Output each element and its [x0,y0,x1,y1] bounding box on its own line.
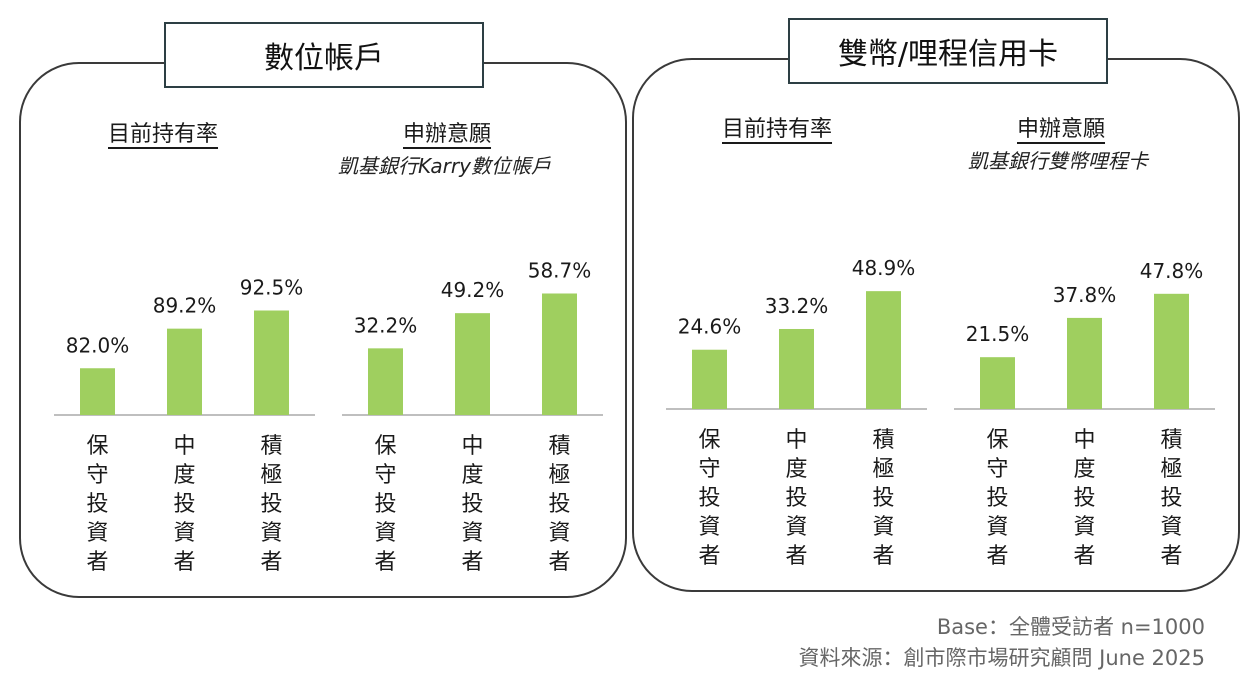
group-title-apply-intent: 申辦意願 [1017,117,1106,142]
bar [455,313,490,415]
category-label: 中度投資者 [461,434,483,575]
bar [980,357,1015,409]
bar [866,291,901,409]
data-label: 32.2% [354,313,418,337]
data-label: 37.8% [1053,283,1117,307]
bar [779,328,814,409]
category-label: 保守投資者 [698,428,720,569]
panel-title-dual-currency-card: 雙幣/哩程信用卡 [788,18,1108,84]
bar [542,293,577,415]
data-label: 48.9% [852,256,916,280]
bar [1154,293,1189,409]
group-title-holding-rate: 目前持有率 [722,117,833,142]
bar [167,328,202,415]
category-label: 積極投資者 [872,428,894,569]
panel-dual-currency-card [632,58,1240,592]
group-title-apply-intent: 申辦意願 [403,122,492,147]
category-label: 積極投資者 [1160,428,1182,569]
panel-digital-account [19,62,627,598]
group-subtitle-product: 凱基銀行雙幣哩程卡 [968,149,1148,173]
bar [80,368,115,415]
category-label: 中度投資者 [785,428,807,569]
data-label: 49.2% [441,278,505,302]
category-label: 保守投資者 [374,434,396,575]
category-label: 中度投資者 [173,434,195,575]
category-label: 保守投資者 [986,428,1008,569]
category-label: 保守投資者 [86,434,108,575]
bar [254,310,289,415]
group-subtitle-product: 凱基銀行Karry數位帳戶 [338,154,551,178]
group-title-holding-rate: 目前持有率 [108,122,219,147]
bar [368,348,403,415]
data-label: 89.2% [153,294,217,318]
category-label: 積極投資者 [548,434,570,575]
category-label: 中度投資者 [1073,428,1095,569]
data-label: 24.6% [678,315,742,339]
category-label: 積極投資者 [260,434,282,575]
bar [1067,317,1102,409]
data-label: 58.7% [528,258,592,282]
data-label: 33.2% [765,294,829,318]
panel-title-digital-account: 數位帳戶 [164,22,484,88]
data-label: 92.5% [240,276,304,300]
footer-base: Base：全體受訪者 n=1000 [936,615,1205,639]
footer-source: 資料來源：創市際市場研究顧問 June 2025 [798,646,1205,670]
data-label: 21.5% [966,322,1030,346]
bar [692,349,727,409]
data-label: 47.8% [1140,259,1204,283]
data-label: 82.0% [66,333,130,357]
